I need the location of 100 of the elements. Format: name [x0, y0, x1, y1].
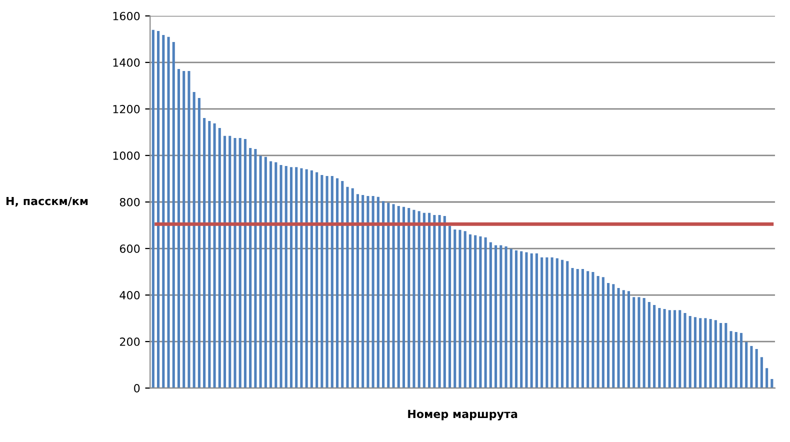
- bar: [592, 272, 594, 388]
- bar: [428, 212, 431, 388]
- bar: [443, 216, 446, 388]
- bar: [617, 288, 620, 388]
- bar: [310, 170, 313, 388]
- bar: [438, 215, 441, 388]
- bar: [678, 310, 682, 388]
- bar: [152, 30, 154, 388]
- bar: [612, 284, 615, 388]
- bar: [408, 208, 410, 388]
- bar: [172, 42, 175, 388]
- bar: [474, 235, 477, 388]
- bar: [454, 229, 456, 388]
- bar: [709, 318, 712, 388]
- bar: [392, 204, 395, 388]
- bar: [622, 290, 625, 388]
- bar: [362, 195, 364, 388]
- bar: [188, 71, 190, 388]
- bar: [730, 331, 732, 388]
- bar: [607, 282, 610, 388]
- y-tick-label: 1600: [113, 12, 140, 20]
- bar: [596, 276, 600, 388]
- bar: [571, 268, 574, 388]
- bar: [316, 172, 318, 388]
- bar: [535, 253, 538, 388]
- bar: [412, 210, 416, 388]
- bar: [479, 236, 482, 388]
- bar: [397, 206, 400, 388]
- bar: [208, 121, 211, 388]
- bar: [382, 201, 385, 388]
- bar: [745, 342, 748, 388]
- bar: [264, 156, 267, 388]
- bar: [514, 250, 518, 388]
- y-tick-label: 1400: [113, 58, 140, 67]
- bar: [402, 206, 406, 388]
- bar: [648, 302, 650, 388]
- bar: [198, 98, 200, 388]
- bar: [540, 257, 544, 388]
- bar: [300, 168, 303, 388]
- bar: [433, 215, 436, 388]
- bar: [458, 230, 462, 388]
- bar: [192, 92, 196, 388]
- bar: [576, 268, 579, 388]
- bar: [280, 165, 282, 388]
- bar: [376, 196, 380, 388]
- bar: [720, 322, 722, 388]
- bar: [218, 128, 221, 388]
- bar: [418, 211, 420, 388]
- bar: [520, 251, 523, 388]
- y-axis-title: Н, пасскм/км: [6, 196, 88, 207]
- bar: [259, 156, 262, 388]
- bar: [638, 297, 640, 388]
- bar: [673, 310, 676, 388]
- bar: [270, 161, 272, 388]
- bar: [448, 226, 452, 388]
- bar: [714, 320, 717, 388]
- bar: [468, 234, 472, 388]
- bar: [684, 312, 686, 388]
- bar: [320, 175, 324, 388]
- bar: [734, 332, 738, 388]
- bar: [760, 357, 763, 388]
- bar: [586, 271, 590, 388]
- bar: [510, 248, 512, 388]
- bar: [244, 138, 246, 388]
- bar: [346, 186, 349, 388]
- bar: [581, 268, 584, 388]
- bar: [249, 148, 252, 388]
- bar: [770, 379, 774, 388]
- bar: [556, 258, 558, 388]
- bar: [663, 308, 666, 388]
- bar: [653, 305, 656, 388]
- bar: [724, 322, 728, 388]
- bar: [484, 237, 487, 388]
- x-axis-title: Номер маршрута: [408, 410, 518, 420]
- bar: [642, 298, 646, 388]
- y-tick-label: 1000: [113, 151, 140, 160]
- bar: [366, 196, 370, 388]
- bar: [284, 166, 288, 388]
- bar: [489, 242, 492, 388]
- bar: [500, 245, 502, 388]
- bar: [223, 136, 226, 388]
- bar: [688, 316, 692, 388]
- bar: [162, 34, 165, 388]
- bar: [356, 194, 359, 388]
- bar: [422, 212, 426, 388]
- bar: [740, 332, 743, 388]
- y-tick-label: 400: [120, 291, 140, 300]
- y-tick-label: 800: [120, 198, 140, 206]
- bar: [372, 196, 374, 388]
- bar: [750, 346, 753, 388]
- bar: [566, 261, 569, 388]
- bar: [228, 136, 232, 388]
- bar: [766, 368, 768, 388]
- bar: [602, 277, 604, 388]
- bar: [464, 231, 466, 388]
- bar: [494, 245, 498, 388]
- bar: [627, 291, 630, 388]
- bar: [274, 162, 278, 388]
- bar: [632, 297, 636, 388]
- bar: [525, 252, 528, 388]
